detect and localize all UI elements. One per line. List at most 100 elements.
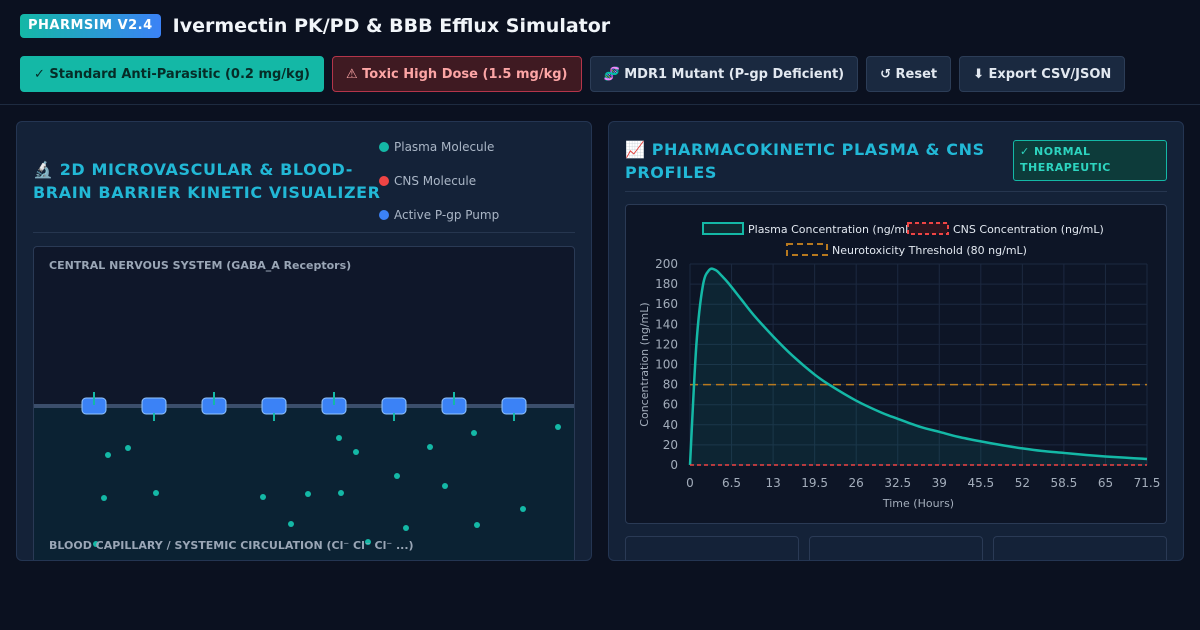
legend-swatch <box>786 243 828 256</box>
pgp-pump-icon <box>141 397 167 415</box>
header-divider <box>0 104 1200 105</box>
pgp-pump-icon <box>381 397 407 415</box>
y-tick-label: 20 <box>663 438 678 452</box>
plasma-area <box>690 268 1147 465</box>
x-tick-label: 52 <box>1015 476 1030 490</box>
plasma-molecule <box>260 494 266 500</box>
version-badge: PHARMSIM V2.4 <box>20 14 161 38</box>
metric-card-3 <box>993 536 1167 560</box>
pk-title-line2: PROFILES <box>625 163 717 182</box>
x-tick-label: 71.5 <box>1134 476 1161 490</box>
y-tick-label: 40 <box>663 418 678 432</box>
app-header: PHARMSIM V2.4 Ivermectin PK/PD & BBB Eff… <box>20 14 610 38</box>
pk-chart-svg: 0 20 40 60 80 100 120 140 160 180 200 0 6.5 13 19.5 26 3… <box>638 222 1161 510</box>
microscope-icon: 🔬 <box>33 160 54 179</box>
plasma-molecule <box>153 490 159 496</box>
plasma-molecule <box>125 445 131 451</box>
plasma-line <box>688 267 1148 466</box>
legend-swatch <box>907 222 949 235</box>
molecule-group <box>93 424 561 547</box>
plasma-molecule <box>93 541 99 547</box>
x-tick-label: 58.5 <box>1051 476 1078 490</box>
visualizer-title: 🔬 2D MICROVASCULAR & BLOOD- BRAIN BARRIE… <box>33 158 381 204</box>
plasma-molecule <box>555 424 561 430</box>
legend-label: CNS Concentration (ng/mL) <box>953 223 1104 236</box>
legend-label: Plasma Concentration (ng/mL) <box>748 223 916 236</box>
plasma-molecule <box>101 495 107 501</box>
pk-profile-panel: 📈 PHARMACOKINETIC PLASMA & CNS PROFILES … <box>608 121 1184 561</box>
y-tick-label: 200 <box>655 257 678 271</box>
x-tick-label: 6.5 <box>722 476 741 490</box>
plasma-molecule <box>403 525 409 531</box>
plasma-molecule <box>394 473 400 479</box>
y-tick-label: 140 <box>655 317 678 331</box>
legend-cns: CNS Molecule <box>379 174 476 188</box>
legend-pgp-label: Active P-gp Pump <box>394 208 500 222</box>
y-tick-label: 0 <box>670 458 678 472</box>
bbb-canvas[interactable]: CENTRAL NERVOUS SYSTEM (GABA_A Receptors… <box>33 246 575 560</box>
x-tick-label: 45.5 <box>967 476 994 490</box>
plasma-molecule <box>471 430 477 436</box>
metric-card-1 <box>625 536 799 560</box>
x-tick-label: 39 <box>932 476 947 490</box>
visualizer-title-line2: BRAIN BARRIER KINETIC VISUALIZER <box>33 183 381 202</box>
x-tick-label: 32.5 <box>884 476 911 490</box>
plasma-molecule <box>520 506 526 512</box>
reset-button[interactable]: ↺ Reset <box>866 56 952 92</box>
blood-zone-label: BLOOD CAPILLARY / SYSTEMIC CIRCULATION (… <box>49 539 414 552</box>
standard-dose-button[interactable]: ✓ Standard Anti-Parasitic (0.2 mg/kg) <box>20 56 324 92</box>
legend-label: Neurotoxicity Threshold (80 ng/mL) <box>832 244 1027 257</box>
status-line1: ✓ NORMAL <box>1020 145 1091 158</box>
metric-card-2 <box>809 536 983 560</box>
toxic-dose-button[interactable]: ⚠ Toxic High Dose (1.5 mg/kg) <box>331 56 582 92</box>
x-axis-title: Time (Hours) <box>882 497 954 510</box>
scenario-toolbar: ✓ Standard Anti-Parasitic (0.2 mg/kg) ⚠ … <box>20 56 1126 92</box>
status-line2: THERAPEUTIC <box>1020 161 1111 174</box>
bbb-diagram <box>34 392 574 560</box>
plasma-molecule <box>336 435 342 441</box>
pgp-pump-icon <box>261 397 287 415</box>
x-tick-label: 13 <box>765 476 780 490</box>
y-tick-label: 120 <box>655 337 678 351</box>
export-button[interactable]: ⬇ Export CSV/JSON <box>959 56 1126 92</box>
y-tick-label: 180 <box>655 277 678 291</box>
mdr1-mutant-button[interactable]: 🧬 MDR1 Mutant (P-gp Deficient) <box>589 56 859 92</box>
endothelial-membrane <box>34 404 574 408</box>
y-tick-label: 60 <box>663 398 678 412</box>
y-tick-label: 80 <box>663 378 678 392</box>
visualizer-separator <box>33 232 575 233</box>
pump-dot-icon <box>379 210 389 220</box>
plasma-molecule <box>365 539 371 545</box>
y-axis-title: Concentration (ng/mL) <box>638 302 651 426</box>
x-tick-label: 0 <box>686 476 694 490</box>
plasma-molecule <box>338 490 344 496</box>
x-tick-label: 19.5 <box>801 476 828 490</box>
plasma-molecule <box>288 521 294 527</box>
bbb-visualizer-panel: 🔬 2D MICROVASCULAR & BLOOD- BRAIN BARRIE… <box>16 121 592 561</box>
cns-zone-label: CENTRAL NERVOUS SYSTEM (GABA_A Receptors… <box>49 259 352 272</box>
plasma-molecule <box>105 452 111 458</box>
capillary-region <box>34 405 574 560</box>
legend-swatch <box>702 222 744 235</box>
y-tick-label: 160 <box>655 297 678 311</box>
y-tick-label: 100 <box>655 358 678 372</box>
x-tick-label: 26 <box>849 476 864 490</box>
plasma-molecule <box>427 444 433 450</box>
status-badge: ✓ NORMAL THERAPEUTIC <box>1013 140 1167 181</box>
pgp-pump-icon <box>501 397 527 415</box>
plasma-molecule <box>442 483 448 489</box>
page-title: Ivermectin PK/PD & BBB Efflux Simulator <box>172 15 611 37</box>
chart-icon: 📈 <box>625 140 646 159</box>
cns-dot-icon <box>379 176 389 186</box>
visualizer-title-line1: 2D MICROVASCULAR & BLOOD- <box>59 160 353 179</box>
pk-chart[interactable]: 0 20 40 60 80 100 120 140 160 180 200 0 6.5 13 19.5 26 3… <box>625 204 1167 524</box>
plasma-dot-icon <box>379 142 389 152</box>
legend-cns-label: CNS Molecule <box>394 174 477 188</box>
plasma-molecule <box>474 522 480 528</box>
legend-plasma: Plasma Molecule <box>379 140 494 154</box>
x-tick-label: 65 <box>1098 476 1113 490</box>
pk-title: 📈 PHARMACOKINETIC PLASMA & CNS PROFILES <box>625 138 985 184</box>
legend-pgp: Active P-gp Pump <box>379 208 499 222</box>
plasma-molecule <box>305 491 311 497</box>
